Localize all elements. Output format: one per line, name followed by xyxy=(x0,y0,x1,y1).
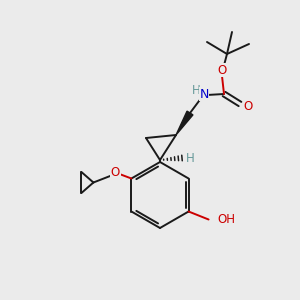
Text: O: O xyxy=(243,100,253,112)
Polygon shape xyxy=(176,111,193,135)
Text: O: O xyxy=(111,166,120,179)
Text: OH: OH xyxy=(218,213,236,226)
Text: N: N xyxy=(199,88,209,100)
Text: H: H xyxy=(186,152,194,164)
Text: O: O xyxy=(218,64,226,76)
Text: H: H xyxy=(192,83,200,97)
